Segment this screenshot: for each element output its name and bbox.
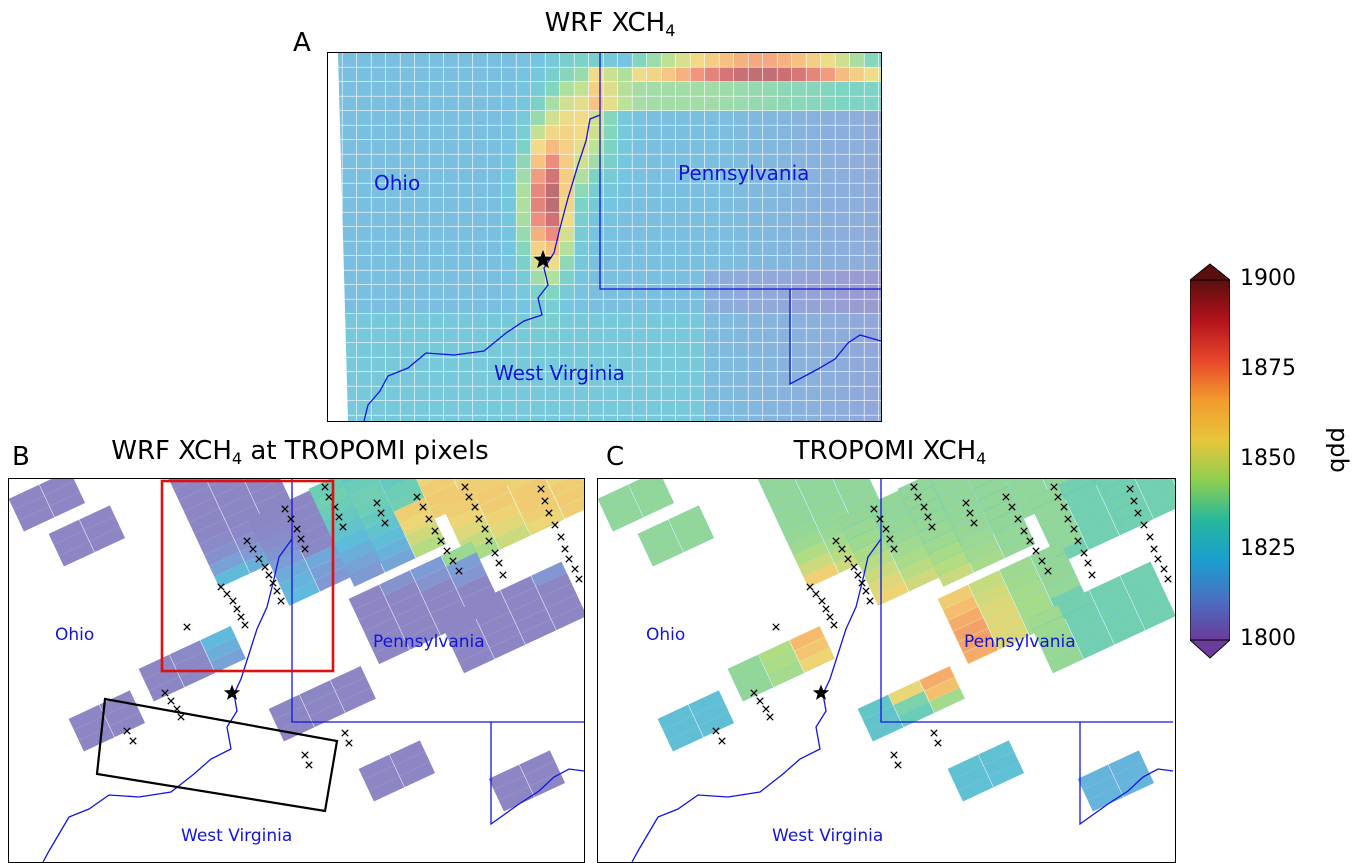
cross-icon [1147,534,1153,540]
panel-b-title-main: WRF XCH [111,436,232,466]
panel-c-title-main: TROPOMI XCH [794,436,977,466]
cross-icon [757,698,763,704]
cross-icon [224,591,230,597]
cross-icon [278,598,284,604]
cross-icon [230,598,236,604]
panel-b-letter: B [12,442,30,472]
cross-icon [342,730,348,736]
cross-icon [867,598,873,604]
state-label-ohio: Ohio [646,625,685,645]
state-label-west-virginia: West Virginia [772,826,883,846]
cross-icon [562,546,568,552]
colorbar-tick-1900: 1900 [1240,266,1296,291]
cross-icon [238,614,244,620]
cross-icon [935,740,941,746]
cross-icon [891,752,897,758]
cross-icon [500,572,506,578]
cross-icon [813,591,819,597]
cross-icon [302,752,308,758]
panel-b-title-sub: 4 [232,449,242,468]
cross-icon [827,614,833,620]
state-label-pennsylvania: Pennsylvania [678,161,809,185]
panel-a-letter: A [293,28,311,58]
cross-icon [855,572,861,578]
state-label-west-virginia: West Virginia [494,361,625,385]
colorbar-min-arrow [1190,640,1230,658]
colorbar-tick-1825: 1825 [1240,536,1296,561]
cross-icon [566,556,572,562]
panel-c-title-sub: 4 [976,449,986,468]
cross-icon [773,624,779,630]
cross-icon [346,740,352,746]
cross-icon [184,624,190,630]
map-panel-b: Ohio Pennsylvania West Virginia [8,478,585,863]
cross-icon [242,622,248,628]
cross-icon [576,576,582,582]
state-label-ohio: Ohio [374,171,420,195]
panel-c-letter: C [606,442,624,472]
cross-icon [931,730,937,736]
cross-icon [863,588,869,594]
cross-icon [558,534,564,540]
cross-icon [1155,556,1161,562]
cross-icon [1151,546,1157,552]
panel-a-title: WRF XCH4 [500,8,720,40]
state-label-pennsylvania: Pennsylvania [373,632,485,652]
cross-icon [819,598,825,604]
state-label-pennsylvania: Pennsylvania [964,632,1076,652]
cross-icon [1089,572,1095,578]
cross-icon [266,572,272,578]
colorbar-max-arrow [1190,264,1230,280]
colorbar [1190,262,1230,666]
cross-icon [767,714,773,720]
cross-icon [572,566,578,572]
cross-icon [306,762,312,768]
cross-icon [895,762,901,768]
panel-c-title: TROPOMI XCH4 [720,436,1060,468]
ohio-river [632,539,881,862]
panel-a-title-sub: 4 [665,21,675,40]
cross-icon [831,622,837,628]
panel-b-title: WRF XCH4 at TROPOMI pixels [60,436,540,468]
cross-icon [763,706,769,712]
cross-icon [168,698,174,704]
map-panel-a: Ohio Pennsylvania West Virginia [327,52,882,422]
map-c-canvas [598,479,1175,862]
cross-icon [496,560,502,566]
cross-icon [1161,566,1167,572]
cross-icon [234,606,240,612]
cross-icon [719,738,725,744]
map-b-canvas [9,479,584,862]
state-label-west-virginia: West Virginia [181,826,292,846]
cross-icon [823,606,829,612]
cross-icon [1085,560,1091,566]
ohio-river [43,539,292,862]
cross-icon [178,714,184,720]
cross-icon [274,588,280,594]
colorbar-gradient [1190,262,1230,662]
panel-a-title-main: WRF XCH [545,8,666,38]
cross-icon [1165,576,1171,582]
panel-b-title-rest: at TROPOMI pixels [242,436,489,466]
state-label-ohio: Ohio [55,625,94,645]
map-panel-c: Ohio Pennsylvania West Virginia [597,478,1176,863]
cross-icon [130,738,136,744]
colorbar-label: ppb [1325,427,1353,473]
colorbar-tick-1875: 1875 [1240,356,1296,381]
colorbar-ramp [1190,280,1230,640]
colorbar-tick-1800: 1800 [1240,626,1296,651]
colorbar-tick-1850: 1850 [1240,446,1296,471]
